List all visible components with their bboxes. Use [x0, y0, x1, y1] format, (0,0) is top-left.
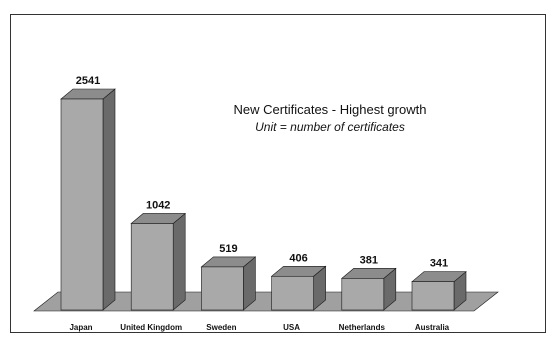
data-label-1: 1042 — [146, 199, 170, 211]
bar-side-0 — [102, 88, 116, 311]
bar-3 — [271, 275, 314, 311]
bar-2 — [201, 266, 244, 311]
data-label-4: 381 — [360, 254, 378, 266]
x-tick-label-5: Australia — [415, 323, 450, 332]
x-tick-label-3: USA — [283, 323, 300, 332]
x-tick-label-1: United Kingdom — [120, 323, 182, 332]
chart-subtitle: Unit = number of certificates — [255, 120, 405, 134]
bar-1 — [130, 223, 174, 311]
bar-side-1 — [172, 212, 186, 311]
chart-title: New Certificates - Highest growth — [234, 102, 427, 117]
x-tick-label-4: Netherlands — [339, 323, 386, 332]
x-tick-label-0: Japan — [69, 323, 92, 332]
data-label-2: 519 — [219, 243, 237, 255]
bar-0 — [60, 98, 104, 311]
data-label-3: 406 — [289, 252, 307, 264]
x-tick-label-2: Sweden — [206, 323, 236, 332]
data-label-0: 2541 — [76, 75, 100, 87]
chart-bars-layer — [60, 88, 467, 311]
bar-5 — [411, 281, 455, 311]
chart-labels-layer: 2541 Japan 1042 United Kingdom 519 Sweden 406 U… — [69, 75, 449, 332]
data-label-5: 341 — [430, 258, 448, 270]
bar-4 — [341, 278, 385, 311]
